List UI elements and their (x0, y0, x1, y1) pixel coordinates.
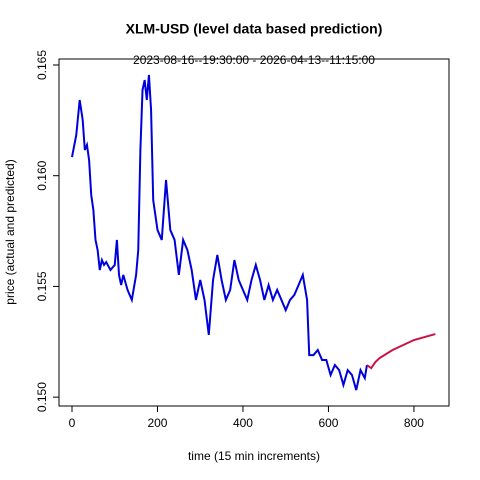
plot-frame (58, 58, 450, 407)
series-line (71, 74, 368, 391)
x-axis-label: time (15 min increments) (188, 449, 320, 463)
series-line (366, 333, 436, 370)
chart-subtitle: 2023-08-16--19:30:00 - 2026-04-13--11:15… (133, 53, 375, 67)
y-axis-label: price (actual and predicted) (3, 159, 17, 304)
x-tick-label: 200 (147, 416, 167, 430)
x-tick-label: 0 (69, 416, 76, 430)
y-tick-label: 0.165 (35, 50, 49, 80)
x-tick-label: 800 (404, 416, 424, 430)
y-tick-label: 0.150 (35, 382, 49, 412)
x-tick-label: 400 (233, 416, 253, 430)
x-tick-label: 600 (318, 416, 338, 430)
chart-title: XLM-USD (level data based prediction) (126, 21, 383, 37)
y-tick-label: 0.160 (35, 160, 49, 190)
y-tick-label: 0.155 (35, 271, 49, 301)
